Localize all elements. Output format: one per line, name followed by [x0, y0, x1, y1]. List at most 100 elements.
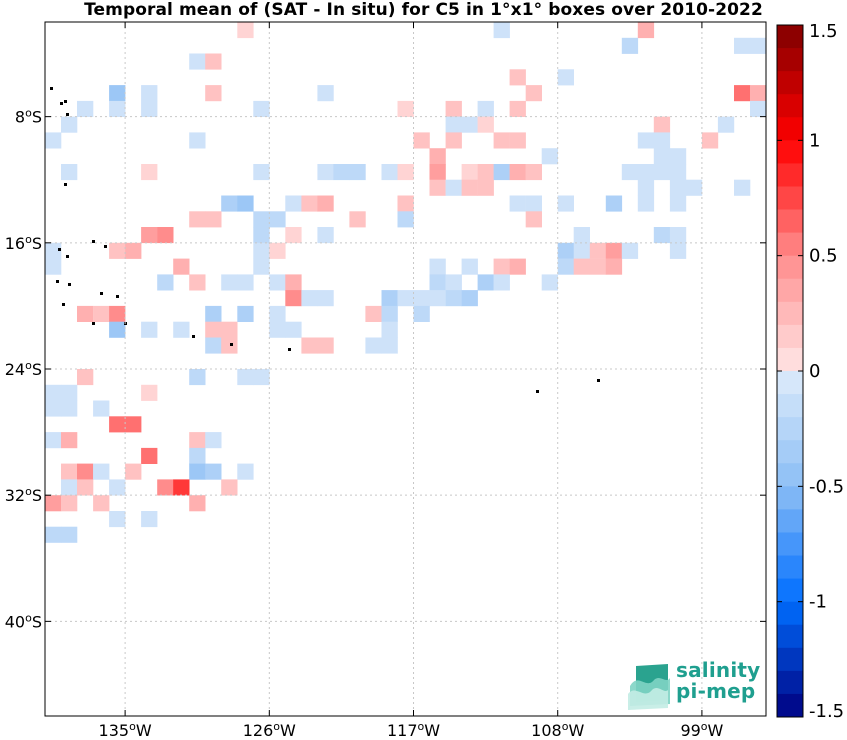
colorbar-tick-label: -1.5 [809, 701, 844, 722]
heatmap-cell [205, 53, 222, 70]
heatmap-cell [253, 258, 270, 275]
heatmap-cell [509, 258, 526, 275]
heatmap-cell [189, 447, 206, 464]
heatmap-cell [45, 400, 62, 417]
heatmap-cell [605, 195, 623, 212]
heatmap-cell [525, 211, 542, 228]
heatmap-cell [509, 195, 526, 212]
heatmap-cell [397, 211, 414, 228]
heatmap-cell [125, 242, 142, 259]
heatmap-cell [45, 132, 62, 149]
heatmap-cell [253, 100, 270, 117]
heatmap-cell [221, 274, 238, 291]
colorbar-segment [777, 186, 803, 210]
heatmap-cell [509, 164, 526, 181]
colorbar-segment [777, 25, 803, 49]
logo-word-pi-mep: pi-mep [676, 679, 756, 703]
heatmap-cell [509, 100, 526, 117]
island-mark [100, 292, 103, 295]
heatmap-cell [637, 195, 655, 212]
heatmap-cell [141, 511, 158, 528]
heatmap-cell [301, 290, 318, 307]
tick-label: 40oS [5, 611, 42, 631]
heatmap-cell [461, 290, 478, 307]
heatmap-cell [557, 195, 574, 212]
heatmap-cell [734, 85, 751, 102]
heatmap-cell [557, 258, 574, 275]
heatmap-cell [189, 53, 206, 70]
tick-label: 24oS [5, 359, 42, 379]
heatmap-cell [141, 100, 158, 117]
heatmap-cell [477, 164, 494, 181]
island-mark [66, 113, 69, 116]
island-mark [92, 322, 95, 325]
heatmap-cell [509, 132, 526, 149]
heatmap-cell [525, 85, 542, 102]
island-mark [536, 390, 539, 393]
heatmap-cell [109, 100, 126, 117]
heatmap-cell [621, 37, 639, 54]
heatmap-cell [637, 132, 655, 149]
heatmap-cell [653, 164, 671, 181]
heatmap-cell [685, 179, 703, 196]
heatmap-cell [317, 290, 334, 307]
heatmap-cell [141, 384, 158, 401]
heatmap-cell [349, 211, 366, 228]
colorbar-tick-label: 1.5 [809, 21, 838, 42]
y-axis-ticks: 8oS 16oS 24oS 32oS 40oS [5, 107, 766, 631]
heatmap-cell [397, 195, 414, 212]
heatmap-cell [669, 195, 687, 212]
heatmap-cell [157, 274, 174, 291]
heatmap-cell [429, 164, 446, 181]
heatmap-cell [237, 305, 254, 322]
heatmap-cell [573, 242, 590, 259]
colorbar-segment [777, 371, 803, 395]
heatmap-cell [237, 195, 254, 212]
heatmap-cell [461, 258, 478, 275]
heatmap-cell [109, 416, 126, 433]
heatmap-cell [541, 274, 558, 291]
heatmap-cell [669, 227, 687, 244]
heatmap-cell [205, 305, 222, 322]
colorbar-segment [777, 324, 803, 349]
heatmap-cell [525, 195, 542, 212]
heatmap-cell [621, 242, 639, 259]
colorbar-tick-label: -1 [809, 592, 827, 613]
colorbar-segment [777, 624, 803, 649]
heatmap-cell [45, 384, 62, 401]
colorbar-segment [777, 555, 803, 579]
heatmap-cell [381, 321, 398, 338]
tick-label: 16oS [5, 233, 42, 253]
heatmap-cell [189, 369, 206, 386]
heatmap-cell [397, 290, 414, 307]
heatmap-cell [493, 274, 510, 291]
heatmap-cell [317, 85, 334, 102]
colorbar-segment [777, 394, 803, 418]
heatmap-cell [141, 321, 158, 338]
heatmap-cell [269, 211, 286, 228]
heatmap-cell [445, 100, 462, 117]
heatmap-cell [269, 274, 286, 291]
heatmap-cell [285, 227, 302, 244]
colorbar-segment [777, 117, 803, 141]
heatmap-cell [205, 432, 222, 449]
heatmap-cell [637, 22, 655, 39]
heatmap-cell [381, 290, 398, 307]
heatmap-cell [429, 290, 446, 307]
heatmap-cell [637, 164, 655, 181]
heatmap-cell [237, 274, 254, 291]
heatmap-cell [61, 164, 78, 181]
colorbar-tick-label: 1 [809, 130, 820, 151]
tick-label: 108oW [531, 720, 584, 740]
heatmap-cell [525, 164, 542, 181]
colorbar-segment [777, 278, 803, 303]
colorbar-segment [777, 532, 803, 556]
heatmap-cell [397, 164, 414, 181]
heatmap-cell [189, 432, 206, 449]
heatmap-cell [541, 148, 558, 165]
heatmap-cell [317, 164, 334, 181]
colorbar-segment [777, 417, 803, 441]
salinity-pi-mep-logo [628, 660, 768, 710]
heatmap-cell [445, 290, 462, 307]
heatmap-cell [317, 227, 334, 244]
